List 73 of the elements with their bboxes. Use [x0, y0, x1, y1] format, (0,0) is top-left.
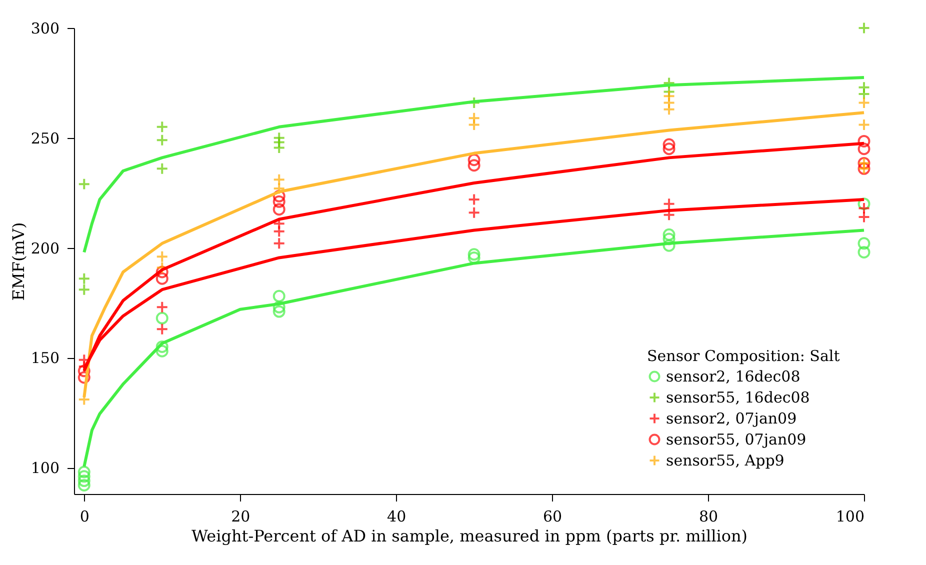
point — [78, 470, 90, 483]
y-axis-title: EMF(mV) — [8, 222, 28, 301]
point — [662, 228, 676, 241]
point — [662, 198, 676, 210]
point — [156, 266, 168, 278]
point — [858, 237, 870, 250]
point — [272, 142, 286, 154]
point — [468, 206, 480, 219]
point — [78, 283, 90, 296]
point — [156, 312, 168, 324]
y-tick-label: 250 — [30, 129, 60, 148]
point — [272, 225, 286, 238]
point — [662, 138, 676, 151]
point — [78, 178, 90, 190]
point — [468, 248, 480, 261]
point — [156, 340, 168, 353]
point — [156, 162, 168, 175]
point — [858, 88, 870, 100]
point — [78, 466, 90, 478]
point — [272, 237, 286, 250]
point — [272, 305, 286, 318]
point — [468, 159, 480, 172]
legend-title: Sensor Composition: Salt — [647, 347, 840, 365]
x-tick-label: 20 — [231, 508, 250, 526]
point — [858, 134, 870, 148]
legend-label: sensor55, App9 — [666, 452, 784, 470]
point — [272, 300, 286, 314]
legend-label: sensor2, 16dec08 — [666, 368, 800, 386]
x-tick-label: 60 — [543, 508, 562, 526]
line-series — [82, 76, 866, 254]
point — [858, 142, 870, 156]
point — [156, 272, 168, 285]
point — [156, 344, 168, 358]
point — [78, 474, 90, 488]
point — [156, 134, 168, 146]
legend-label: sensor55, 16dec08 — [666, 388, 810, 406]
point — [468, 118, 480, 131]
point — [272, 190, 286, 202]
point — [468, 154, 480, 166]
point — [858, 96, 870, 109]
point — [858, 246, 870, 258]
point — [78, 371, 90, 384]
point — [468, 251, 480, 264]
point — [662, 103, 676, 116]
x-axis-title: Weight-Percent of AD in sample, measured in ppm (parts pr. million) — [192, 526, 748, 546]
point — [662, 142, 676, 156]
point — [662, 232, 676, 246]
point — [858, 198, 870, 210]
point — [78, 478, 90, 492]
y-tick-label: 300 — [30, 20, 60, 38]
x-tick-label: 0 — [80, 508, 90, 526]
y-tick-label: 100 — [30, 459, 60, 478]
legend-label: sensor55, 07jan09 — [666, 430, 806, 448]
point — [858, 22, 870, 34]
x-tick-label: 40 — [387, 508, 406, 526]
point — [156, 322, 168, 336]
point — [272, 290, 286, 302]
point — [78, 364, 90, 378]
legend-label: sensor2, 07jan09 — [666, 410, 797, 428]
point — [156, 120, 168, 134]
point — [662, 239, 676, 252]
point — [156, 300, 168, 314]
x-tick-label: 80 — [698, 508, 718, 526]
point — [272, 203, 286, 216]
point — [156, 250, 168, 263]
point — [272, 173, 286, 186]
point — [78, 272, 90, 285]
y-tick-label: 150 — [30, 349, 60, 368]
y-tick-label: 200 — [30, 239, 60, 258]
point — [272, 195, 286, 208]
point — [858, 118, 870, 131]
x-tick-label: 100 — [836, 508, 864, 526]
point — [272, 182, 286, 195]
